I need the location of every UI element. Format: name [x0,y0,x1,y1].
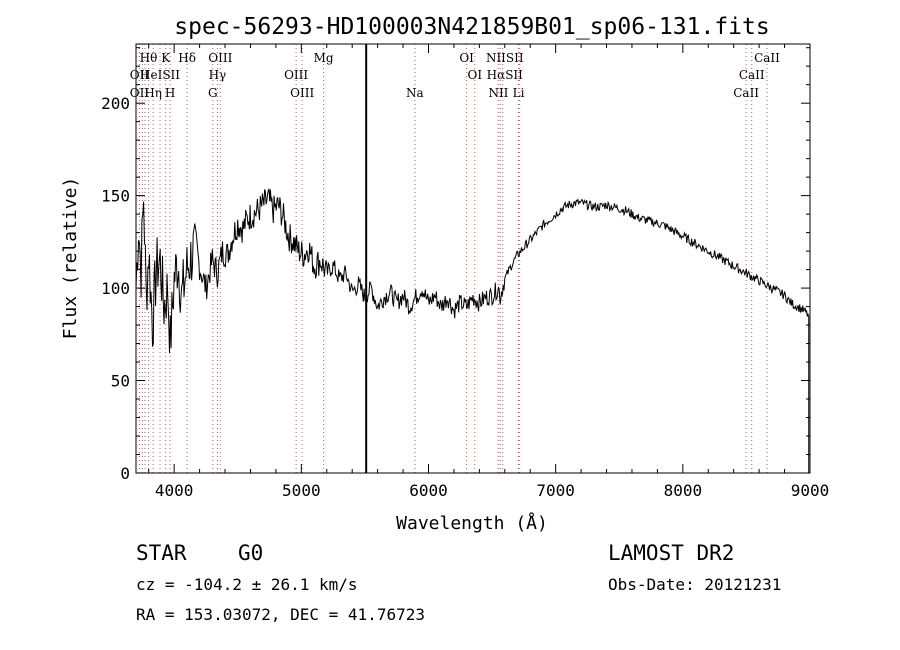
line-label-17: H [165,86,175,100]
line-label-5: OI [459,51,474,65]
spectrum-series [135,188,810,473]
line-label-2: Hδ [178,51,196,65]
survey-name: LAMOST DR2 [608,541,735,565]
line-markers [138,44,768,473]
line-label-15: OII [130,86,150,100]
x-tick-label-5: 9000 [791,481,830,500]
redshift-info: cz = -104.2 ± 26.1 km/s [136,575,358,594]
line-label-11: OIII [284,68,308,82]
y-tick-label-1: 50 [111,372,130,391]
line-label-9: HeISII [140,68,180,82]
coordinates-info: RA = 153.03072, DEC = 41.76723 [136,605,425,624]
object-class: STAR [136,541,187,565]
x-tick-label-0: 4000 [155,481,194,500]
line-label-20: Na [406,86,424,100]
line-label-10: Hγ [209,68,227,82]
line-label-19: OIII [290,86,314,100]
x-tick-label-1: 5000 [282,481,321,500]
axis-ticks: 4000 5000 6000 7000 8000 9000 0 50 100 150 200 [101,44,829,500]
line-label-13: HαSII [487,68,524,82]
line-label-0: Hθ [140,51,158,65]
object-subclass: G0 [238,541,264,565]
line-label-14: CaII [739,68,765,82]
line-label-18: G [208,86,218,100]
line-label-12: OI [467,68,482,82]
plot-frame [135,43,811,474]
y-tick-label-4: 200 [101,94,130,113]
line-label-4: Mg [314,51,334,65]
y-axis-label: Flux (relative) [60,177,81,340]
observation-date: Obs-Date: 20121231 [608,575,782,594]
y-tick-label-3: 150 [101,187,130,206]
line-label-3: OIII [208,51,232,65]
line-label-23: CaII [733,86,759,100]
line-label-8: OII [130,68,150,82]
x-axis-label: Wavelength (Å) [396,512,548,534]
y-tick-label-2: 100 [101,279,130,298]
line-label-7: CaII [754,51,780,65]
y-tick-label-0: 0 [120,464,130,483]
x-tick-label-2: 6000 [409,481,448,500]
line-label-6: NIISII [486,51,524,65]
line-label-16: Hη [144,86,162,100]
spectrum-line [135,188,810,354]
x-tick-label-3: 7000 [536,481,575,500]
line-label-22: Li [513,86,525,100]
x-tick-label-4: 8000 [664,481,703,500]
line-label-1: K [161,51,171,65]
chart-title: spec-56293-HD100003N421859B01_sp06-131.f… [174,14,769,40]
line-label-21: NII [488,86,508,100]
